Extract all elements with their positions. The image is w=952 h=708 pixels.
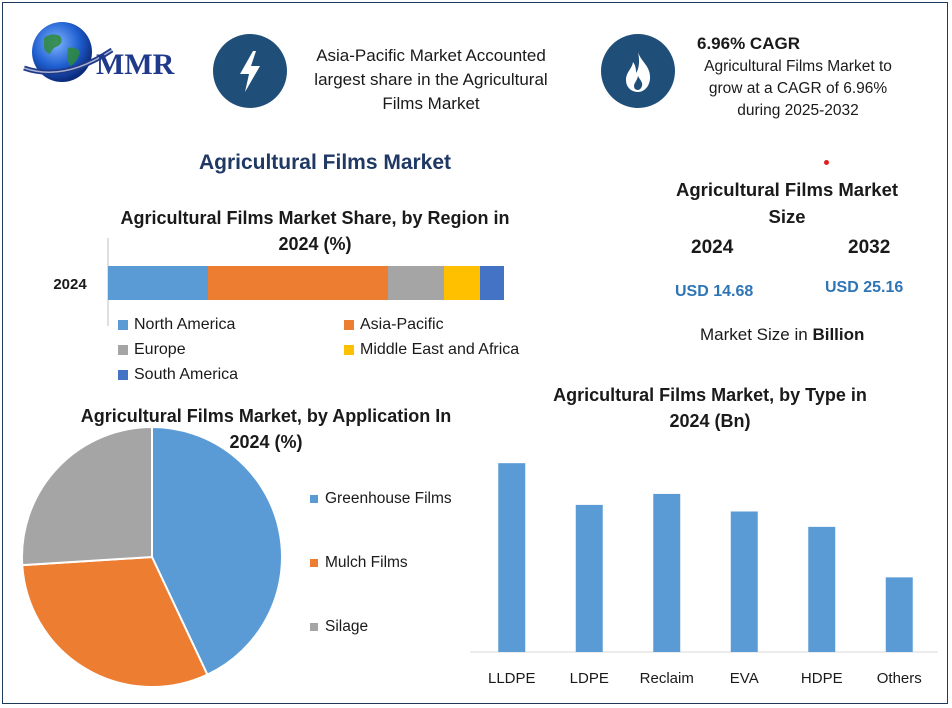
- region-legend: North America Asia-Pacific Europe Middle Ea…: [118, 316, 558, 388]
- highlight-line-2: largest share in the Agricultural: [314, 70, 548, 89]
- legend-swatch: [118, 370, 128, 380]
- type-bar: [808, 526, 836, 652]
- type-tick-label: Others: [877, 670, 922, 687]
- type-bar: [498, 463, 526, 652]
- pie-legend-item: Silage: [310, 618, 368, 636]
- highlight-text: Asia-Pacific Market Accounted largest sh…: [300, 44, 562, 116]
- type-bar: [730, 511, 758, 652]
- logo-text: MMR: [96, 48, 175, 81]
- year-2024: 2024: [691, 237, 734, 258]
- region-bar-segment: [108, 266, 208, 300]
- value-2024: USD 14.68: [675, 283, 754, 300]
- region-legend-item: Middle East and Africa: [344, 341, 519, 359]
- type-title-line-1: Agricultural Films Market, by Type in: [553, 385, 867, 405]
- mmr-logo: MMR: [18, 18, 193, 88]
- legend-swatch: [344, 345, 354, 355]
- legend-label: Mulch Films: [325, 554, 408, 571]
- region-legend-item: Asia-Pacific: [344, 316, 444, 334]
- red-dot: [824, 160, 829, 165]
- type-bar-chart: LLDPE LDPE Reclaim EVA HDPE Others: [470, 463, 938, 687]
- pie-slice: [151, 425, 283, 676]
- pie-slice: [21, 425, 153, 567]
- type-chart-title: Agricultural Films Market, by Type in 20…: [500, 382, 920, 434]
- type-title-line-2: 2024 (Bn): [669, 411, 751, 431]
- highlight-line-1: Asia-Pacific Market Accounted: [316, 46, 546, 65]
- region-category-label: 2024: [53, 276, 87, 293]
- region-legend-item: Europe: [118, 341, 186, 359]
- pie-legend-item: Mulch Films: [310, 554, 408, 572]
- region-bar-segment: [444, 266, 480, 300]
- market-size-title: Agricultural Films Market Size: [660, 176, 914, 230]
- type-tick-label: HDPE: [801, 670, 843, 687]
- type-bar: [653, 493, 681, 652]
- legend-swatch: [118, 320, 128, 330]
- legend-label: South America: [134, 366, 239, 383]
- type-tick-label: EVA: [730, 670, 759, 687]
- flame-icon: [601, 34, 675, 108]
- application-legend: Greenhouse Films Mulch Films Silage: [310, 490, 480, 650]
- globe-icon: [23, 22, 114, 82]
- unit-bold: Billion: [812, 325, 865, 344]
- region-bar-segment: [388, 266, 444, 300]
- main-title: Agricultural Films Market: [198, 151, 452, 174]
- region-bar-segment: [480, 266, 504, 300]
- cagr-title: 6.96% CAGR: [697, 34, 800, 53]
- type-tick-label: Reclaim: [640, 670, 694, 687]
- legend-label: Greenhouse Films: [325, 490, 452, 507]
- legend-swatch: [118, 345, 128, 355]
- type-tick-label: LDPE: [570, 670, 609, 687]
- unit-prefix: Market Size in: [700, 325, 813, 344]
- market-size-unit: Market Size in Billion: [700, 325, 864, 345]
- application-title-line-1: Agricultural Films Market, by Applicatio…: [80, 406, 452, 426]
- market-size-title-line-2: Size: [768, 206, 806, 227]
- type-bar: [885, 577, 913, 652]
- application-pie-chart: [21, 425, 283, 688]
- legend-label: Europe: [134, 341, 186, 358]
- legend-label: Middle East and Africa: [360, 341, 520, 358]
- cagr-text: Agricultural Films Market to grow at a C…: [682, 56, 914, 122]
- region-title-line-2: 2024 (%): [278, 234, 352, 254]
- legend-swatch: [310, 495, 318, 503]
- legend-swatch: [310, 623, 318, 631]
- market-size-title-line-1: Agricultural Films Market: [675, 179, 899, 200]
- type-tick-label: LLDPE: [488, 670, 536, 687]
- cagr-line-1: Agricultural Films Market to: [704, 58, 892, 75]
- application-title-line-2: 2024 (%): [229, 432, 303, 452]
- cagr-line-3: during 2025-2032: [737, 102, 859, 119]
- legend-label: North America: [134, 316, 236, 333]
- value-2032: USD 25.16: [825, 279, 904, 296]
- application-chart-title: Agricultural Films Market, by Applicatio…: [60, 403, 472, 455]
- lightning-bolt-icon: [213, 34, 287, 108]
- pie-legend-item: Greenhouse Films: [310, 490, 452, 508]
- year-2032: 2032: [848, 237, 891, 258]
- region-chart-title: Agricultural Films Market Share, by Regi…: [100, 205, 530, 257]
- pie-slice: [21, 555, 209, 688]
- type-bar: [575, 504, 603, 652]
- legend-swatch: [344, 320, 354, 330]
- cagr-line-2: grow at a CAGR of 6.96%: [708, 80, 888, 97]
- region-title-line-1: Agricultural Films Market Share, by Regi…: [120, 208, 510, 228]
- highlight-line-3: Films Market: [382, 94, 480, 113]
- legend-swatch: [310, 559, 318, 567]
- legend-label: Asia-Pacific: [360, 316, 444, 333]
- region-bar-segment: [208, 266, 388, 300]
- region-legend-item: South America: [118, 366, 238, 384]
- region-legend-item: North America: [118, 316, 235, 334]
- region-stacked-bar-chart: 2024: [53, 238, 504, 326]
- legend-label: Silage: [325, 618, 369, 635]
